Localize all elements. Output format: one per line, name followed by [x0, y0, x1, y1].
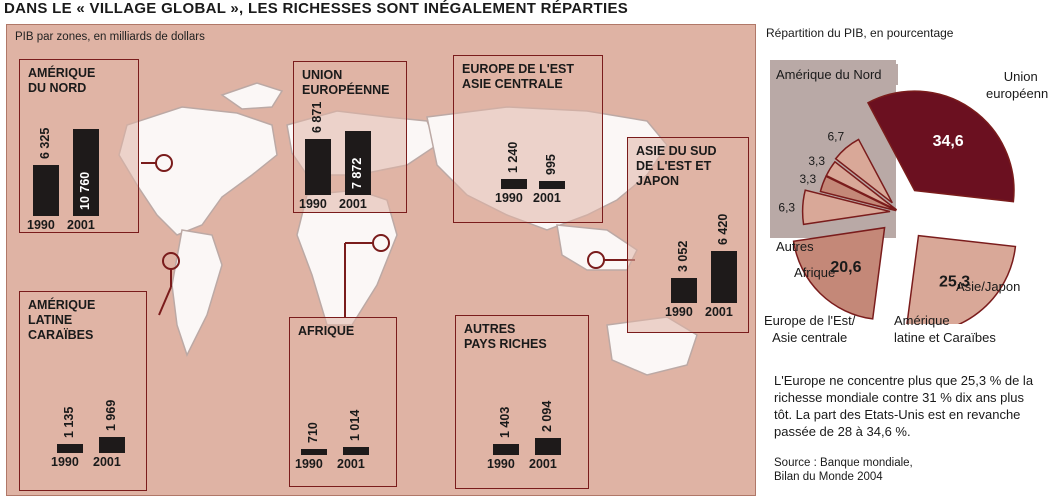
- bar-value-label: 1 240: [506, 141, 520, 173]
- zone-title: ASIE DU SUD DE L'EST ET JAPON: [636, 144, 717, 188]
- bar-value-label: 1 135: [62, 406, 76, 438]
- year-label: 1990: [495, 191, 523, 205]
- pie-value-label: 6,3: [778, 200, 795, 214]
- bar: [57, 443, 83, 453]
- page-title: DANS LE « VILLAGE GLOBAL », LES RICHESSE…: [4, 0, 629, 17]
- pie-slice: [801, 189, 891, 226]
- pie-slice: [819, 175, 897, 212]
- zone-box: AUTRES PAYS RICHES: [455, 315, 589, 489]
- year-label: 2001: [339, 197, 367, 211]
- year-label: 2001: [533, 191, 561, 205]
- pie-slice-name: Autres: [776, 239, 814, 254]
- zone-box: ASIE DU SUD DE L'EST ET JAPON: [627, 137, 749, 333]
- bar-value-label: 7 872: [350, 157, 364, 189]
- zone-title: AFRIQUE: [298, 324, 355, 338]
- bar-value-label: 10 760: [78, 171, 92, 210]
- pie-value-label: 3,3: [808, 154, 825, 168]
- year-label: 2001: [529, 457, 557, 471]
- year-label: 2001: [93, 455, 121, 469]
- pie-slice-name: Union européenne: [986, 69, 1048, 101]
- zone-title: EUROPE DE L'EST ASIE CENTRALE: [462, 62, 575, 91]
- year-label: 1990: [27, 218, 55, 232]
- bar-value-label: 6 871: [310, 101, 324, 134]
- note-text: L'Europe ne concentre plus que 25,3 % de…: [774, 373, 1034, 439]
- zone-box: EUROPE DE L'EST ASIE CENTRALE: [453, 55, 603, 223]
- year-label: 2001: [67, 218, 95, 232]
- bar-value-label: 995: [544, 154, 558, 175]
- pie-value-label: 34,6: [933, 133, 964, 150]
- bar: [305, 139, 331, 195]
- bar: [73, 128, 99, 216]
- bar: [711, 250, 737, 303]
- bar: [501, 178, 527, 189]
- pie-slice: [866, 90, 1015, 203]
- bar: [345, 131, 371, 195]
- zone-title: AMÉRIQUE DU NORD: [28, 66, 96, 95]
- bar: [301, 449, 327, 455]
- year-label: 1990: [487, 457, 515, 471]
- bar-value-label: 6 325: [38, 127, 52, 159]
- bar: [33, 164, 59, 216]
- connector-lines: [141, 154, 635, 317]
- bar: [493, 443, 519, 455]
- year-label: 2001: [337, 457, 365, 471]
- pie-slice-name: Afrique: [794, 265, 836, 280]
- bar: [535, 437, 561, 455]
- zone-title: AMÉRIQUE LATINE CARAÏBES: [28, 298, 96, 342]
- map-panel: PIB par zones, en milliards de dollars A…: [6, 24, 756, 496]
- pie-panel: Répartition du PIB, en pourcentage 34,6 2…: [760, 24, 1048, 494]
- source-text: Source : Banque mondiale, Bilan du Monde…: [774, 457, 913, 483]
- year-label: 1990: [665, 305, 693, 319]
- bar-value-label: 710: [306, 422, 320, 443]
- pie-slice-name: Amérique du Nord: [772, 64, 898, 85]
- bar: [671, 278, 697, 303]
- bar: [99, 436, 125, 453]
- bar: [343, 446, 369, 455]
- year-label: 2001: [705, 305, 733, 319]
- pie-value-label: 6,7: [827, 130, 844, 144]
- zone-title: AUTRES PAYS RICHES: [464, 322, 547, 351]
- map-subtitle: PIB par zones, en milliards de dollars: [15, 31, 205, 43]
- pie-slice: [792, 226, 886, 320]
- bar-value-label: 1 014: [348, 409, 362, 441]
- pie-slice: [825, 160, 898, 211]
- year-label: 1990: [295, 457, 323, 471]
- pie-slice: [834, 138, 893, 204]
- year-label: 1990: [299, 197, 327, 211]
- year-label: 1990: [51, 455, 79, 469]
- pie-value-label: 20,6: [830, 259, 861, 276]
- zone-title: UNION EUROPÉENNE: [302, 68, 390, 97]
- bar-value-label: 3 052: [676, 240, 690, 273]
- pie-slice: [906, 234, 1017, 324]
- pie-value-label: 25,3: [939, 274, 970, 291]
- pie-chart: 34,625,320,66,33,33,36,7: [770, 60, 1017, 324]
- bar-value-label: 6 420: [716, 213, 730, 245]
- bar: [539, 180, 565, 189]
- pie-slice-name: Europe de l'Est/ Asie centrale: [764, 313, 856, 345]
- zone-box: AMÉRIQUE LATINE CARAÏBES: [19, 291, 147, 491]
- bar-value-label: 1 403: [498, 406, 512, 438]
- bar-value-label: 1 969: [104, 399, 118, 431]
- pie-slice-name: Amérique latine et Caraïbes: [894, 313, 996, 345]
- pie-subtitle: Répartition du PIB, en pourcentage: [766, 26, 954, 40]
- pie-slice-name: Asie/Japon: [956, 279, 1021, 294]
- zone-box: AFRIQUE: [289, 317, 397, 487]
- bar-value-label: 2 094: [540, 400, 554, 432]
- pie-value-label: 3,3: [799, 172, 816, 186]
